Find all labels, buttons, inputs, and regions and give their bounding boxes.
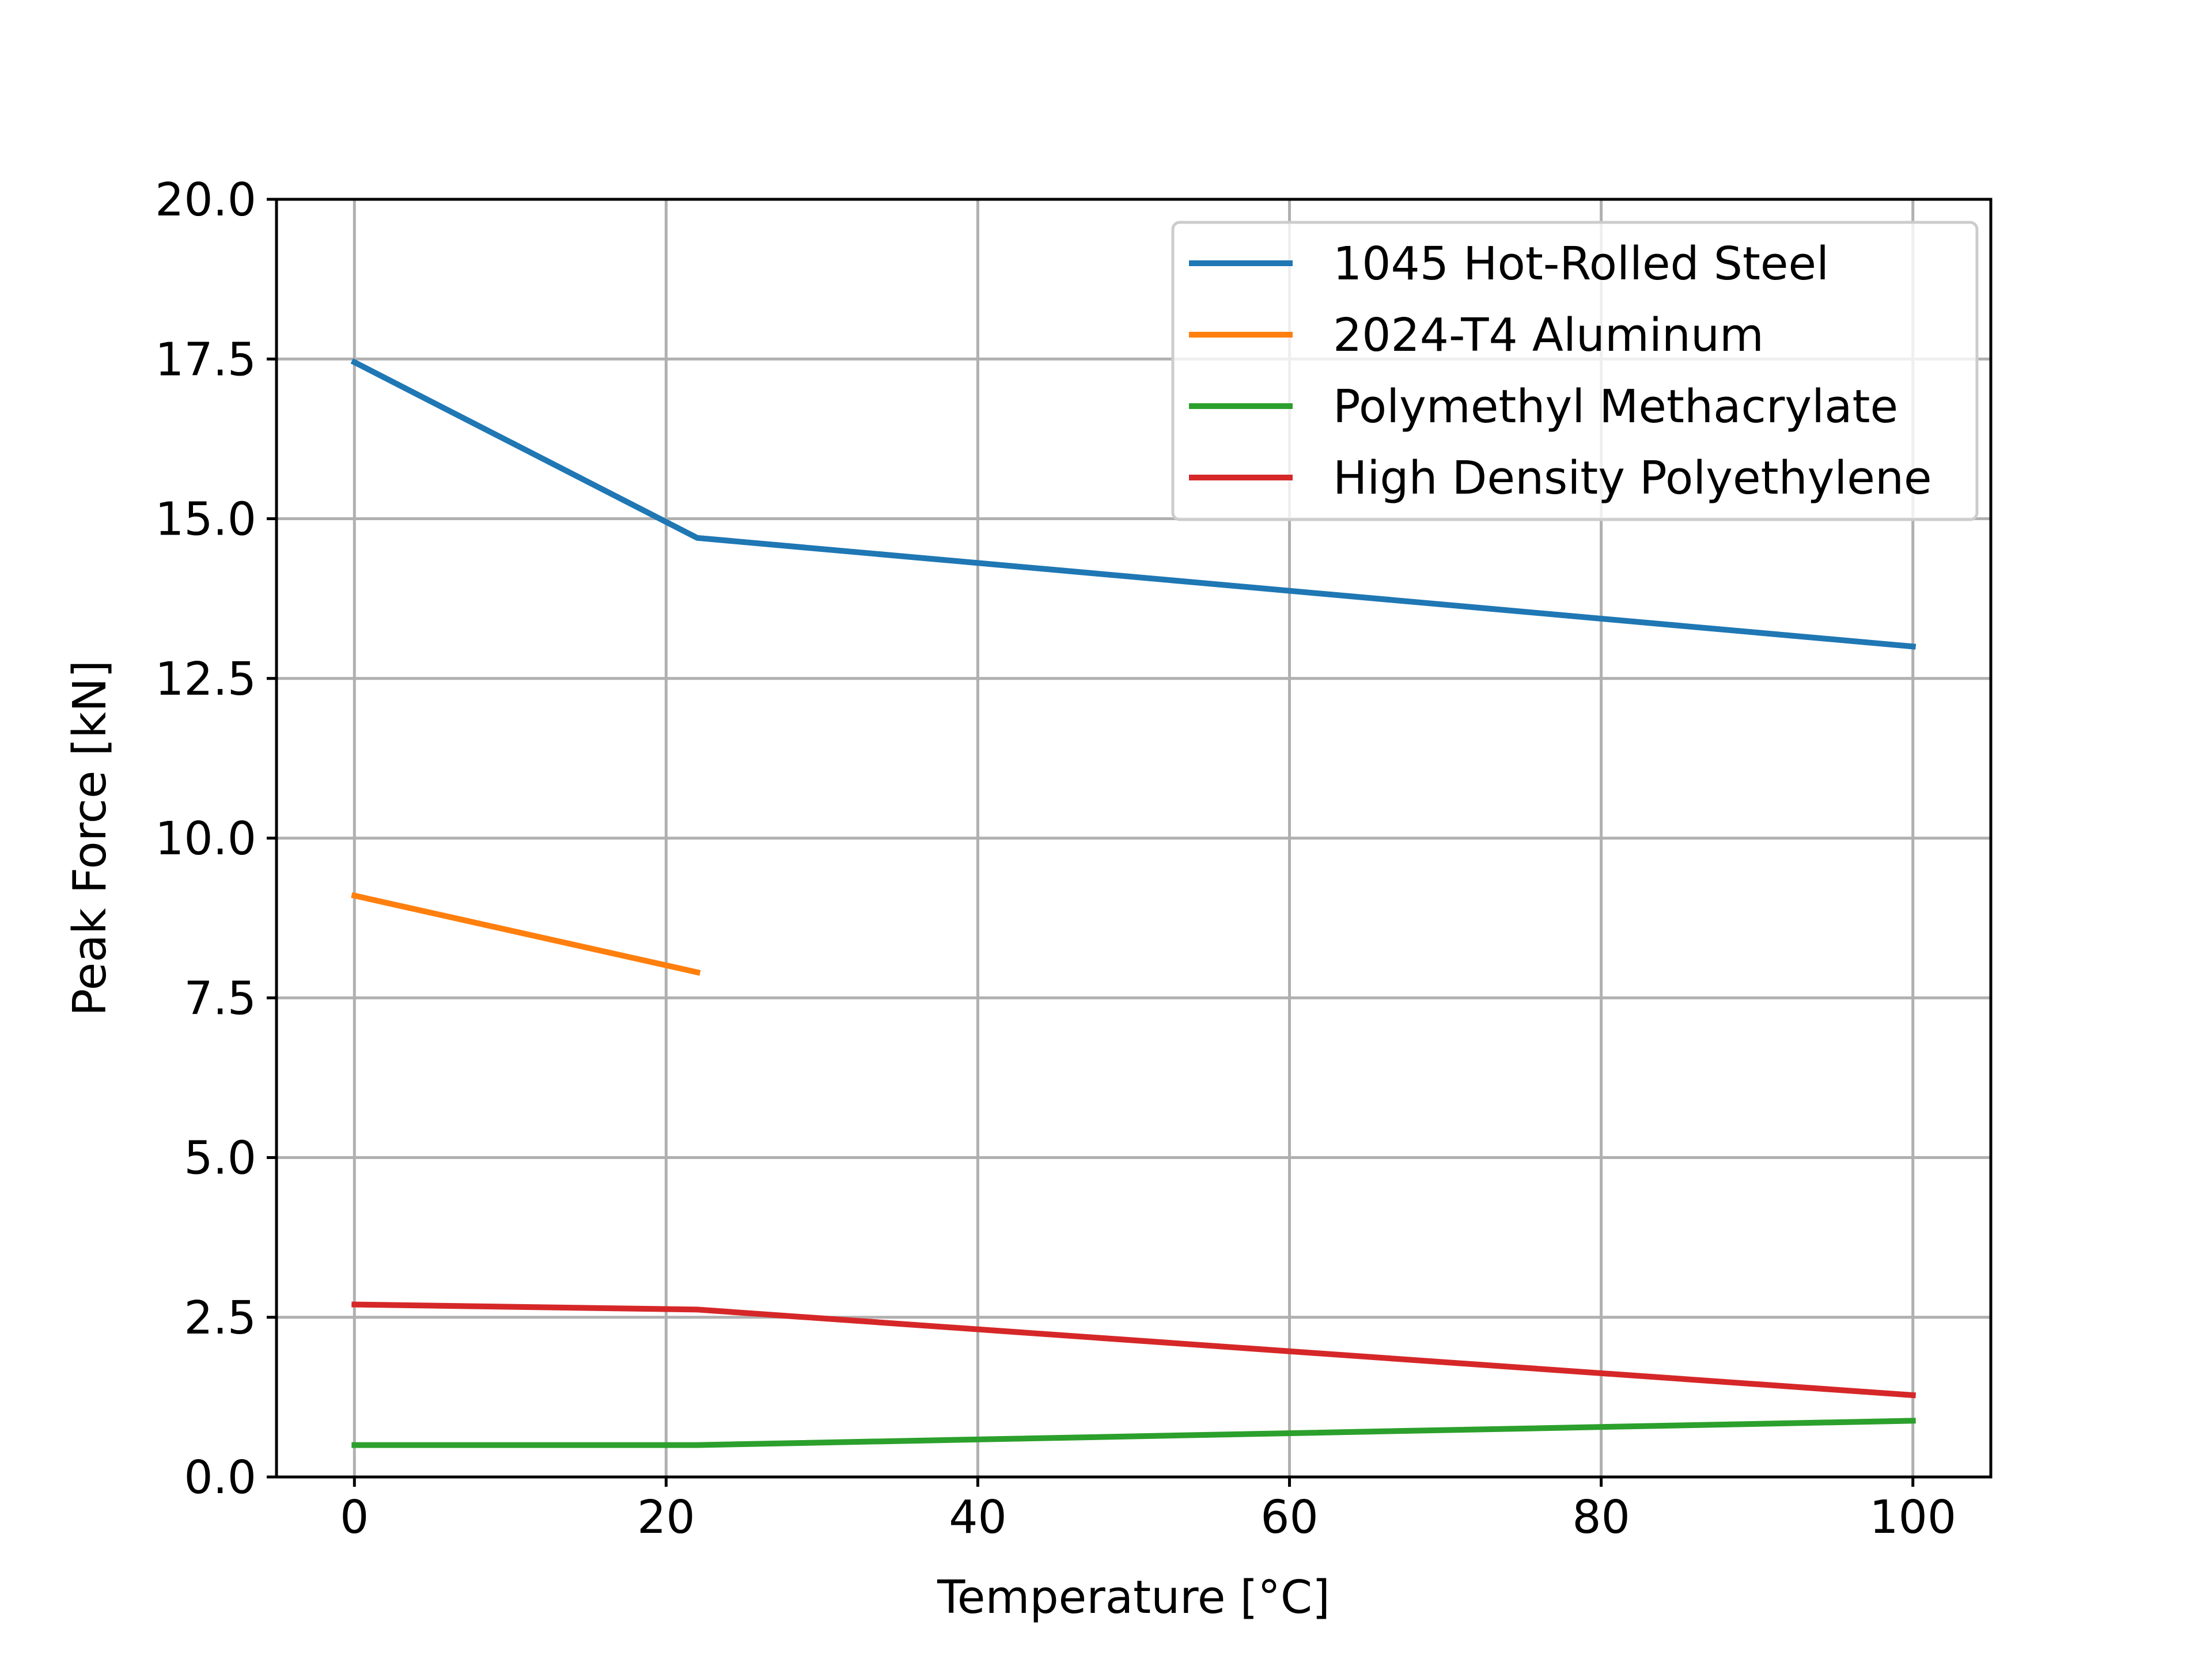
legend: 1045 Hot-Rolled Steel 2024-T4 Aluminum Pol… bbox=[1171, 221, 1979, 521]
x-axis: 0 20 40 60 80 100 bbox=[340, 1477, 1956, 1544]
legend-label: 2024-T4 Aluminum bbox=[1333, 309, 1764, 362]
y-axis-label: Peak Force [kN] bbox=[63, 660, 116, 1016]
y-tick-label: 15.0 bbox=[155, 493, 256, 546]
y-tick-label: 0.0 bbox=[184, 1451, 256, 1504]
x-tick-label: 60 bbox=[1260, 1491, 1319, 1544]
x-axis-label: Temperature [°C] bbox=[937, 1571, 1330, 1624]
series-line bbox=[350, 358, 1916, 650]
series-line bbox=[351, 892, 701, 976]
x-tick-label: 40 bbox=[949, 1491, 1007, 1544]
x-tick-label: 100 bbox=[1869, 1491, 1956, 1544]
series-layer bbox=[350, 358, 1916, 1448]
x-tick-label: 80 bbox=[1572, 1491, 1630, 1544]
series-line bbox=[351, 1418, 1916, 1448]
x-tick-label: 0 bbox=[340, 1491, 369, 1544]
legend-box bbox=[1171, 221, 1979, 521]
legend-label: 1045 Hot-Rolled Steel bbox=[1333, 237, 1829, 290]
y-axis: 0.0 2.5 5.0 7.5 10.0 12.5 15.0 17.5 20.0 bbox=[155, 173, 276, 1504]
y-tick-label: 5.0 bbox=[184, 1132, 256, 1185]
legend-label: High Density Polyethylene bbox=[1333, 452, 1932, 505]
series-line bbox=[351, 1301, 1916, 1399]
y-tick-label: 20.0 bbox=[155, 173, 256, 226]
y-tick-label: 17.5 bbox=[155, 333, 256, 386]
y-tick-label: 2.5 bbox=[184, 1291, 256, 1344]
legend-label: Polymethyl Methacrylate bbox=[1333, 380, 1898, 433]
x-tick-label: 20 bbox=[637, 1491, 695, 1544]
y-tick-label: 12.5 bbox=[155, 653, 256, 706]
y-tick-label: 10.0 bbox=[155, 812, 256, 865]
y-tick-label: 7.5 bbox=[184, 972, 256, 1025]
